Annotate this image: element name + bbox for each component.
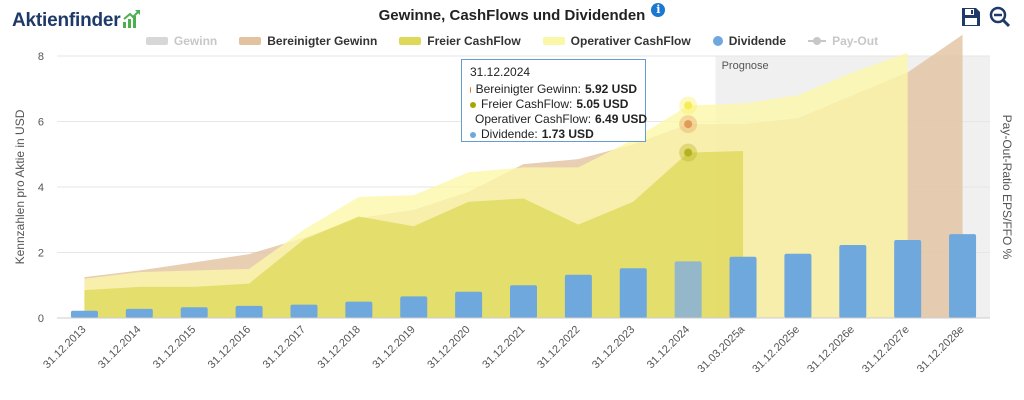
legend-item-operativer-cashflow[interactable]: Operativer CashFlow (542, 34, 691, 48)
x-tick-label: 31.12.2016 (206, 324, 253, 371)
x-tick-label: 31.03.2025a (695, 323, 747, 375)
x-tick-label: 31.12.2013 (41, 324, 88, 371)
zoom-out-icon[interactable] (989, 6, 1011, 28)
tooltip-value: 5.05 USD (576, 97, 629, 111)
dividend-bar[interactable] (180, 307, 208, 318)
legend-item-pay-out[interactable]: Pay-Out (808, 34, 878, 48)
x-tick-label: 31.12.2024 (645, 324, 692, 371)
y-tick-label: 6 (38, 117, 44, 129)
tooltip-dot (470, 131, 476, 138)
tooltip-label: Dividende: (481, 127, 538, 141)
info-icon[interactable]: i (651, 3, 666, 17)
brand-logo[interactable]: Aktienfinder (12, 9, 142, 32)
y-tick-label: 2 (38, 248, 44, 260)
dividend-bar[interactable] (235, 305, 263, 318)
legend: Gewinn Bereinigter Gewinn Freier CashFlo… (0, 34, 1024, 48)
legend-label-pay-out: Pay-Out (832, 34, 879, 48)
legend-label-bereinigter-gewinn: Bereinigter Gewinn (267, 34, 378, 48)
y-tick-label: 8 (38, 51, 44, 63)
x-tick-label: 31.12.2018 (316, 324, 363, 371)
legend-item-freier-cashflow[interactable]: Freier CashFlow (399, 34, 521, 48)
legend-label-freier-cashflow: Freier CashFlow (427, 34, 521, 48)
tooltip-row-bereinigter-gewinn: Bereinigter Gewinn: 5.92 USD (470, 82, 637, 97)
x-tick-label: 31.12.2020 (425, 324, 472, 371)
tooltip-value: 1.73 USD (541, 127, 594, 141)
legend-swatch-bereinigter-gewinn (239, 37, 262, 45)
dividend-bar[interactable] (619, 268, 647, 318)
dividend-bar[interactable] (949, 234, 977, 318)
tooltip-label: Bereinigter Gewinn: (475, 82, 581, 96)
tooltip-row-freier-cashflow: Freier CashFlow: 5.05 USD (470, 97, 637, 112)
legend-swatch-operativer-cashflow (542, 37, 565, 45)
x-tick-label: 31.12.2028e (915, 324, 967, 376)
legend-swatch-freier-cashflow (399, 37, 422, 45)
save-icon[interactable] (960, 6, 982, 28)
brand-name: Aktienfinder (12, 10, 121, 31)
dividend-bar[interactable] (290, 304, 318, 318)
hover-marker (684, 148, 693, 157)
dividend-bar[interactable] (510, 285, 537, 318)
x-tick-label: 31.12.2014 (96, 324, 143, 371)
legend-item-bereinigter-gewinn[interactable]: Bereinigter Gewinn (239, 34, 377, 48)
dividend-bar[interactable] (784, 253, 812, 318)
tooltip-label: Freier CashFlow: (481, 97, 573, 111)
x-tick-label: 31.12.2023 (590, 324, 637, 371)
tooltip-dot (470, 101, 476, 108)
hover-marker (684, 120, 693, 129)
dividend-bar[interactable] (839, 244, 867, 318)
legend-label-dividende: Dividende (728, 34, 787, 48)
y-tick-label: 4 (38, 182, 44, 194)
y-tick-label: 0 (38, 313, 44, 325)
chart-title: Gewinne, CashFlows und Dividenden (378, 7, 646, 24)
x-tick-label: 31.12.2027e (860, 324, 912, 376)
dividend-bar[interactable] (345, 301, 373, 318)
tooltip-value: 6.49 USD (595, 112, 648, 126)
dividend-bar[interactable] (674, 261, 702, 318)
legend-swatch-gewinn (145, 37, 168, 45)
dividend-bar[interactable] (70, 310, 98, 318)
x-tick-label: 31.12.2015 (151, 324, 198, 371)
legend-swatch-dividende (712, 36, 723, 46)
tooltip-label: Operativer CashFlow: (475, 112, 592, 126)
chart-growth-icon (123, 10, 141, 28)
x-tick-label: 31.12.2025e (750, 324, 802, 376)
dividend-bar[interactable] (564, 274, 592, 318)
legend-label-operativer-cashflow: Operativer CashFlow (570, 34, 691, 48)
tooltip: 31.12.2024 Bereinigter Gewinn: 5.92 USD … (461, 59, 647, 142)
legend-swatch-pay-out (808, 36, 827, 46)
tooltip-row-operativer-cashflow: Operativer CashFlow: 6.49 USD (470, 112, 647, 127)
tooltip-value: 5.92 USD (584, 82, 637, 96)
x-tick-label: 31.12.2017 (261, 324, 308, 371)
chart-title-wrap: Gewinne, CashFlows und Dividenden i (0, 3, 1024, 24)
y2-axis-title: Pay-Out-Ratio EPS/FFO % (1000, 115, 1014, 260)
x-tick-label: 31.12.2022 (535, 324, 582, 371)
forecast-label: Prognose (722, 60, 769, 72)
hover-marker (684, 101, 693, 110)
tooltip-row-dividende: Dividende: 1.73 USD (470, 127, 637, 142)
legend-item-gewinn[interactable]: Gewinn (145, 34, 218, 48)
dividend-bar[interactable] (455, 291, 483, 318)
legend-label-gewinn: Gewinn (173, 34, 218, 48)
tooltip-dot (470, 86, 471, 93)
x-tick-label: 31.12.2026e (805, 324, 857, 376)
legend-item-dividende[interactable]: Dividende (712, 34, 787, 48)
dividend-bar[interactable] (894, 240, 922, 318)
tooltip-date: 31.12.2024 (470, 65, 531, 79)
dividend-bar[interactable] (400, 296, 428, 318)
y-axis-title: Kennzahlen pro Aktie in USD (13, 109, 27, 264)
dividend-bar[interactable] (125, 308, 153, 318)
dividend-bar[interactable] (729, 256, 757, 318)
x-tick-label: 31.12.2019 (370, 324, 417, 371)
x-tick-label: 31.12.2021 (480, 324, 527, 371)
